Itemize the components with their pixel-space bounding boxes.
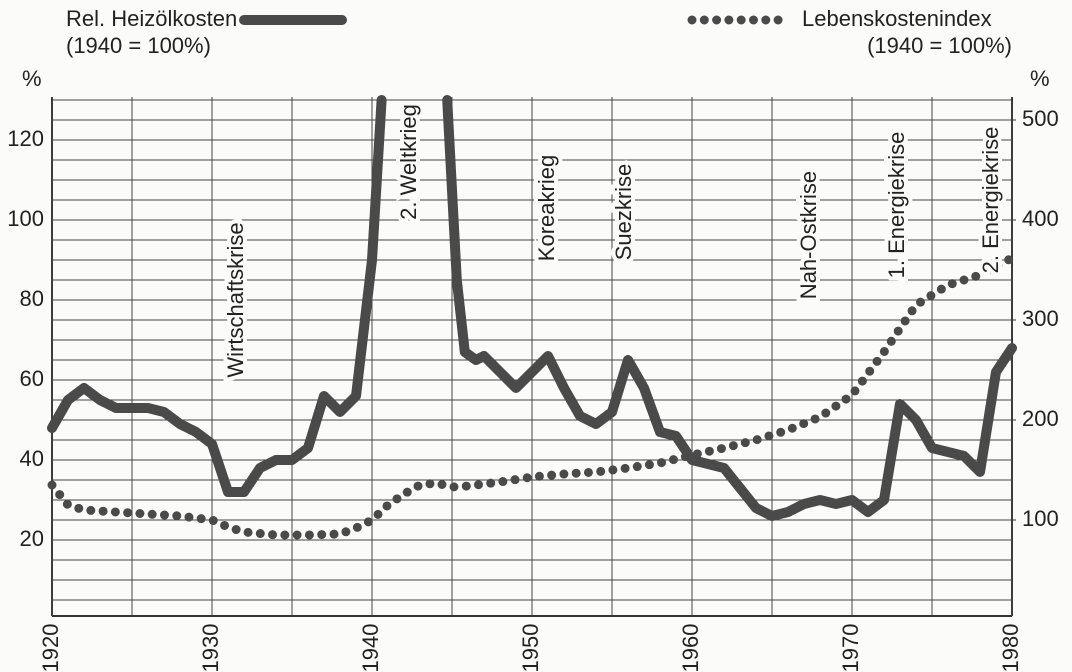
x-tick-label: 1970 [838,624,863,672]
data-line [47,95,1017,521]
annotation: Suezkrise [611,164,636,261]
x-tick-label: 1950 [518,624,543,672]
y2-tick-label: 200 [1022,406,1059,431]
data-line [47,253,1017,540]
y-tick-label: 80 [20,286,44,311]
x-tick-label: 1940 [358,624,383,672]
legend-label: Rel. Heizölkosten [66,6,237,31]
plot [47,95,1017,540]
x-tick-label: 1930 [198,624,223,672]
y2-axis-label: % [1030,66,1050,91]
y-tick-label: 100 [7,206,44,231]
annotation: Nah-Ostkrise [796,171,821,299]
legend-note: (1940 = 100%) [66,33,211,58]
y-tick-label: 40 [20,446,44,471]
annotation: Wirtschaftskrise [223,222,248,377]
y-tick-label: 20 [20,526,44,551]
x-tick-label: 1980 [998,624,1023,672]
y-tick-label: 120 [7,126,44,151]
legend-label: Lebenskostenindex [802,6,992,31]
y-axis-label: % [22,66,42,91]
legend-note: (1940 = 100%) [867,33,1012,58]
annotation: 2. Energiekrise [978,127,1003,274]
annotation: 2. Weltkrieg [396,104,421,220]
x-tick-label: 1960 [678,624,703,672]
y2-tick-label: 400 [1022,206,1059,231]
y2-tick-label: 100 [1022,506,1059,531]
x-tick-label: 1920 [38,624,63,672]
annotation: Koreakrieg [534,155,559,261]
annotation: 1. Energiekrise [884,132,909,279]
y2-tick-label: 300 [1022,306,1059,331]
y-tick-label: 60 [20,366,44,391]
annotations: Wirtschaftskrise 2. Weltkrieg Koreakrieg Su… [219,100,1007,382]
grid [51,97,1016,617]
y2-tick-label: 500 [1022,106,1059,131]
